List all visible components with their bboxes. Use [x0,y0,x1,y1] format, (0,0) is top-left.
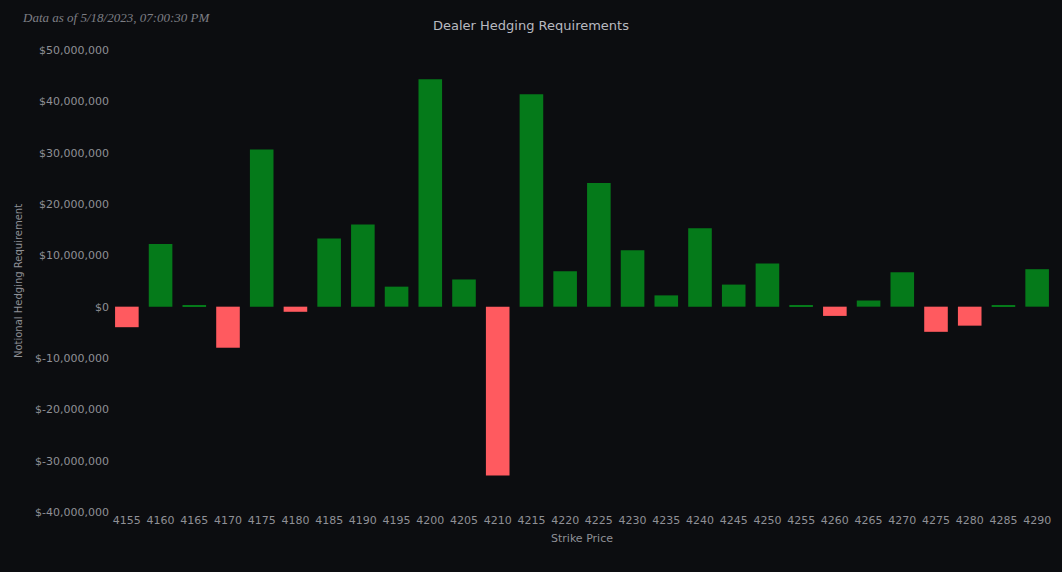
svg-text:4260: 4260 [821,514,849,527]
svg-text:$-40,000,000: $-40,000,000 [35,506,109,519]
svg-text:4290: 4290 [1023,514,1051,527]
svg-text:$40,000,000: $40,000,000 [39,95,109,108]
svg-text:4195: 4195 [383,514,411,527]
svg-text:4180: 4180 [281,514,309,527]
svg-text:4170: 4170 [214,514,242,527]
svg-text:4240: 4240 [686,514,714,527]
svg-text:Notional Hedging Requirement: Notional Hedging Requirement [13,204,24,358]
svg-text:4245: 4245 [720,514,748,527]
svg-text:$-20,000,000: $-20,000,000 [35,403,109,416]
svg-text:$10,000,000: $10,000,000 [39,249,109,262]
svg-text:$20,000,000: $20,000,000 [39,198,109,211]
svg-text:4220: 4220 [551,514,579,527]
svg-text:4265: 4265 [855,514,883,527]
svg-text:4280: 4280 [956,514,984,527]
svg-text:4225: 4225 [585,514,613,527]
svg-text:Dealer Hedging Requirements: Dealer Hedging Requirements [433,18,629,33]
svg-text:4250: 4250 [753,514,781,527]
svg-text:4285: 4285 [989,514,1017,527]
svg-text:4200: 4200 [416,514,444,527]
svg-text:4210: 4210 [484,514,512,527]
svg-text:4255: 4255 [787,514,815,527]
svg-text:4270: 4270 [888,514,916,527]
svg-text:Data as of 5/18/2023, 07:00:30: Data as of 5/18/2023, 07:00:30 PM [22,10,210,25]
svg-text:4215: 4215 [517,514,545,527]
svg-text:4205: 4205 [450,514,478,527]
svg-text:4165: 4165 [180,514,208,527]
svg-text:4160: 4160 [147,514,175,527]
svg-text:$0: $0 [95,301,109,314]
svg-text:$30,000,000: $30,000,000 [39,147,109,160]
svg-text:Strike Price: Strike Price [551,532,613,545]
svg-text:$50,000,000: $50,000,000 [39,44,109,57]
svg-text:4275: 4275 [922,514,950,527]
svg-text:4235: 4235 [652,514,680,527]
svg-text:4230: 4230 [619,514,647,527]
svg-text:4175: 4175 [248,514,276,527]
svg-text:4190: 4190 [349,514,377,527]
svg-text:4185: 4185 [315,514,343,527]
svg-text:$-30,000,000: $-30,000,000 [35,455,109,468]
svg-text:$-10,000,000: $-10,000,000 [35,352,109,365]
svg-text:4155: 4155 [113,514,141,527]
